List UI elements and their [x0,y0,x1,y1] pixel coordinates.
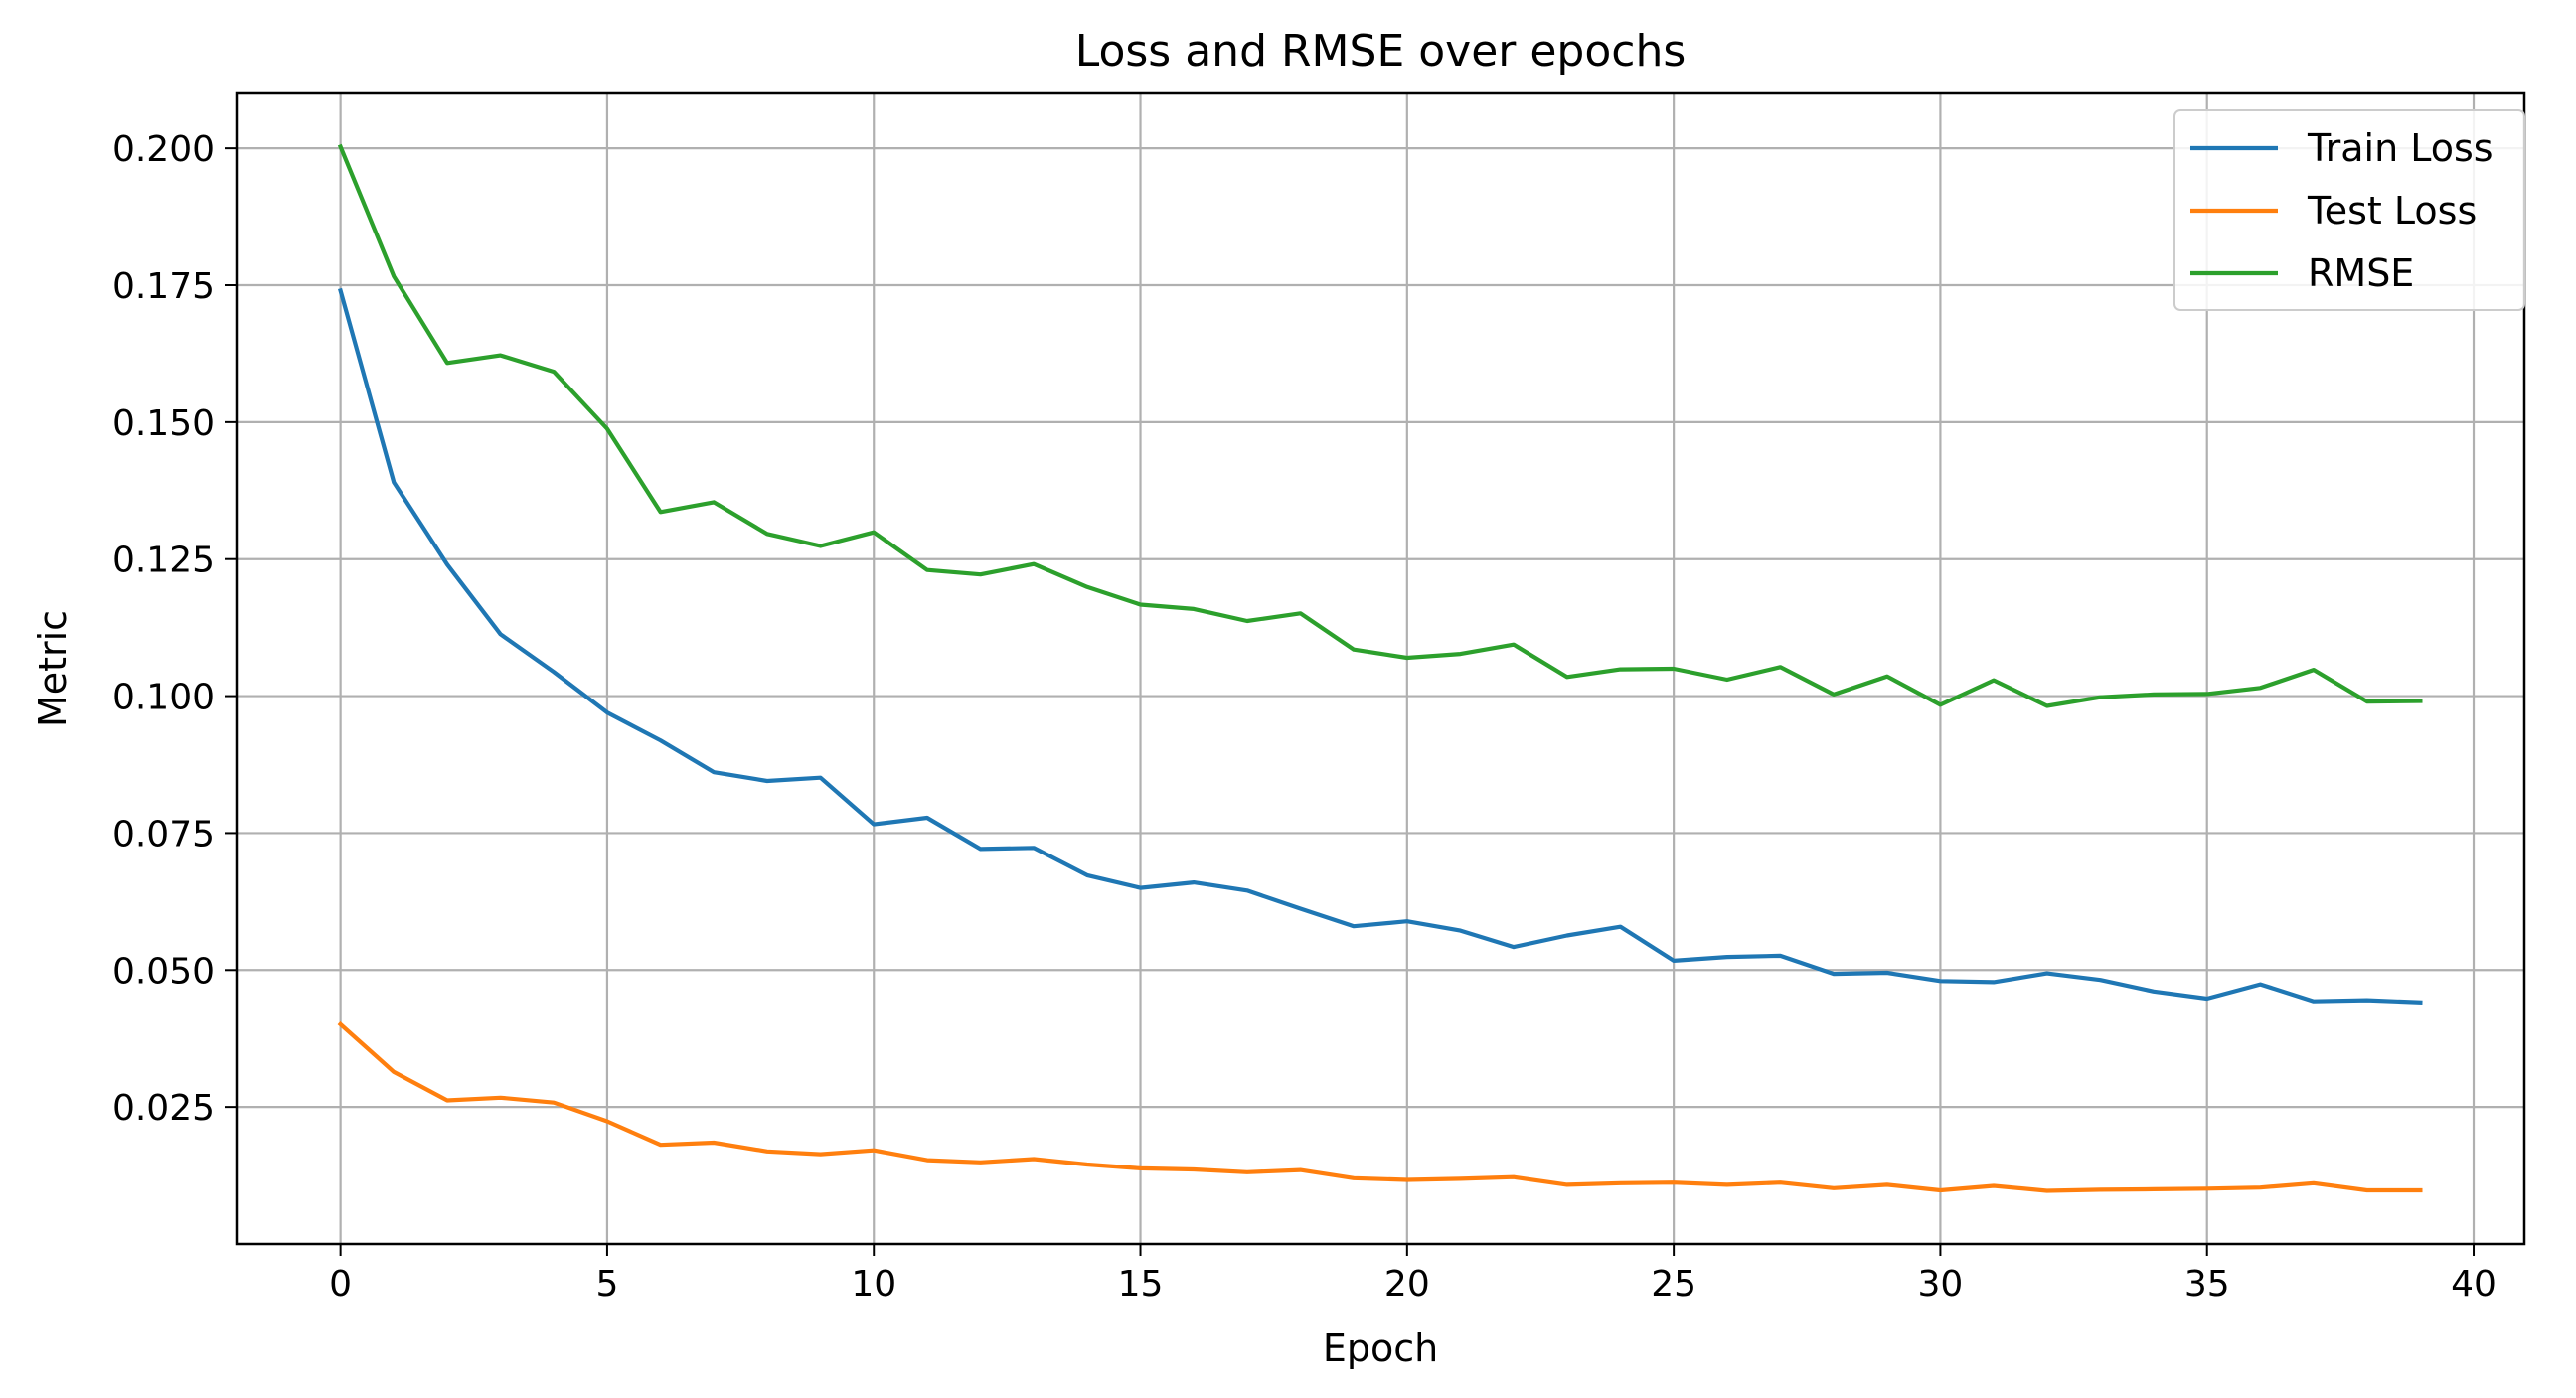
x-tick-label: 25 [1651,1264,1696,1305]
y-axis: 0.025 0.050 0.075 0.100 0.125 0.150 0.175 0.200 [112,129,237,1129]
legend-label-rmse: RMSE [2308,251,2414,295]
y-tick-label: 0.175 [112,266,215,307]
y-tick-label: 0.150 [112,403,215,444]
y-tick-label: 0.200 [112,129,215,170]
series-lines [337,143,2423,1193]
x-tick-label: 5 [595,1264,618,1305]
x-axis: 0 5 10 15 20 25 30 35 40 [329,1244,2496,1305]
legend-label-train-loss: Train Loss [2307,126,2494,170]
y-axis-label: Metric [31,610,75,727]
chart-title: Loss and RMSE over epochs [1075,26,1687,77]
test-loss-line [337,1020,2423,1193]
x-tick-label: 10 [851,1264,896,1305]
x-tick-label: 40 [2451,1264,2496,1305]
y-tick-label: 0.075 [112,814,215,854]
legend-box [2174,109,2525,311]
y-tick-label: 0.025 [112,1088,215,1129]
y-tick-label: 0.125 [112,541,215,581]
y-tick-label: 0.050 [112,951,215,992]
legend: Train Loss Test Loss RMSE [2174,109,2525,311]
x-tick-label: 0 [329,1264,352,1305]
x-tick-label: 30 [1918,1264,1964,1305]
rmse-line [337,143,2423,708]
x-tick-label: 20 [1384,1264,1430,1305]
y-tick-label: 0.100 [112,678,215,718]
plot-frame [235,91,2526,1246]
x-tick-label: 35 [2184,1264,2230,1305]
train-loss-line [338,287,2423,1005]
x-tick-label: 15 [1118,1264,1164,1305]
legend-label-test-loss: Test Loss [2307,189,2477,233]
x-axis-label: Epoch [1323,1326,1438,1370]
